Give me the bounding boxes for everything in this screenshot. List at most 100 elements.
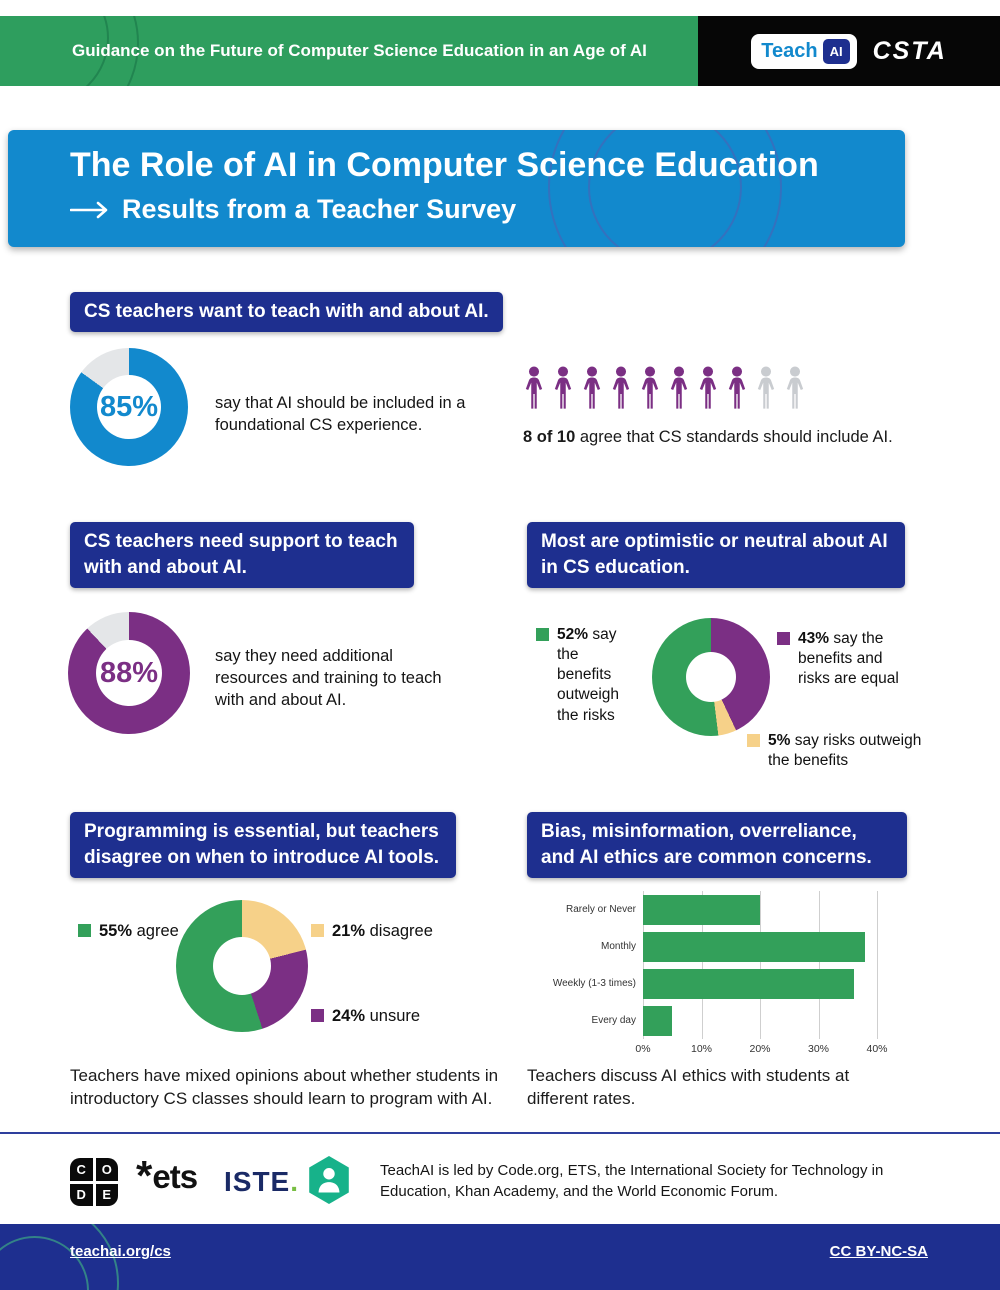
- legend-benefits-risks-equal: 43% say the benefits and risks are equal: [777, 629, 899, 689]
- concerns-caption: Teachers discuss AI ethics with students…: [527, 1066, 850, 1109]
- ets-logo-text: ets: [152, 1158, 198, 1195]
- bar-chart-ai-ethics: Rarely or Never Monthly Weekly (1-3 times)…: [527, 891, 888, 1055]
- iste-logo: ISTE.: [224, 1166, 299, 1198]
- axis-tick-label: 40%: [866, 1043, 888, 1055]
- code-org-logo-letter: C: [70, 1158, 93, 1181]
- donut-chart-88: 88%: [68, 612, 190, 734]
- people-pictogram-caption: 8 of 10 agree that CS standards should i…: [523, 428, 893, 447]
- bar-category-label: Every day: [591, 1015, 636, 1026]
- person-icon: [583, 366, 601, 409]
- page-title: The Role of AI in Computer Science Educa…: [70, 146, 819, 184]
- code-org-logo-letter: E: [95, 1183, 118, 1206]
- legend-text: 52% say the benefits outweigh the risks: [557, 626, 620, 724]
- legend-swatch-purple: [311, 1009, 324, 1022]
- legend-benefits-outweigh: 52% say the benefits outweigh the risks: [536, 625, 636, 726]
- legend-swatch-gold: [747, 734, 760, 747]
- gridline: [818, 891, 820, 1039]
- gridline: [760, 891, 761, 1039]
- axis-tick-label: 30%: [807, 1043, 830, 1055]
- bar-chart-bars: [643, 891, 877, 1039]
- ets-logo: * ets: [136, 1152, 198, 1199]
- bar: [643, 931, 866, 962]
- bar-category-label: Rarely or Never: [565, 904, 636, 915]
- bar-chart-category-labels: Rarely or Never Monthly Weekly (1-3 times)…: [527, 891, 643, 1039]
- bar-category-label: Weekly (1-3 times): [552, 978, 636, 989]
- axis-tick-label: 0%: [635, 1043, 651, 1055]
- page-subtitle: Results from a Teacher Survey: [70, 194, 516, 225]
- section-header-programming: Programming is essential, but teachers d…: [70, 812, 456, 879]
- person-icon: [786, 366, 804, 409]
- programming-caption: Teachers have mixed opinions about wheth…: [70, 1066, 499, 1109]
- donut-85-description: say that AI should be included in a foun…: [215, 394, 466, 434]
- csta-logo: CSTA: [872, 36, 947, 65]
- top-bar-logo-panel: Teach AI CSTA: [698, 16, 1000, 86]
- gridline: [701, 891, 703, 1039]
- legend-disagree: 21% disagree: [311, 921, 433, 942]
- ets-asterisk-icon: *: [136, 1152, 153, 1199]
- long-arrow-right-icon: [70, 201, 108, 218]
- footer-divider: [0, 1132, 1000, 1134]
- bar-category-label: Monthly: [600, 941, 636, 952]
- person-icon: [699, 366, 717, 409]
- bar: [643, 968, 854, 999]
- person-icon: [525, 366, 543, 409]
- teachai-url-link[interactable]: teachai.org/cs: [70, 1243, 171, 1260]
- iste-logo-text: ISTE: [224, 1166, 291, 1197]
- pie-chart-optimism: [652, 618, 770, 736]
- gridline: [643, 891, 644, 1039]
- legend-text: 5% say risks outweigh the benefits: [768, 732, 922, 770]
- legend-text: 24% unsure: [332, 1007, 421, 1025]
- section-header-concerns: Bias, misinformation, overreliance, and …: [527, 812, 907, 879]
- bar-chart-gridlines: [643, 891, 878, 1039]
- donut-85-value-label: 85%: [99, 390, 159, 423]
- legend-text: 21% disagree: [332, 922, 433, 940]
- top-bar-green-strip: Guidance on the Future of Computer Scien…: [0, 16, 698, 86]
- bottom-bar: teachai.org/cs CC BY-NC-SA: [0, 1224, 1000, 1290]
- code-org-logo-letter: O: [95, 1158, 118, 1181]
- section-header-optimism: Most are optimistic or neutral about AI …: [527, 522, 905, 589]
- page-subtitle-text: Results from a Teacher Survey: [122, 194, 517, 224]
- person-icon: [641, 366, 659, 409]
- legend-agree: 55% agree: [78, 921, 179, 942]
- code-org-logo-letter: D: [70, 1183, 93, 1206]
- legend-swatch-green: [536, 628, 549, 641]
- person-icon: [728, 366, 746, 409]
- bar: [643, 894, 760, 925]
- gridline: [877, 891, 878, 1039]
- people-caption-text: agree that CS standards should include A…: [575, 428, 893, 446]
- people-pictogram: [523, 366, 806, 411]
- person-icon: [670, 366, 688, 409]
- bar: [643, 1005, 673, 1036]
- legend-swatch-gold: [311, 924, 324, 937]
- khan-academy-logo: [309, 1156, 349, 1204]
- teachai-logo-teach: Teach: [761, 39, 818, 62]
- legend-text: 43% say the benefits and risks are equal: [798, 630, 899, 688]
- iste-logo-dot: .: [290, 1166, 300, 1197]
- teachai-logo-ai: AI: [822, 38, 850, 64]
- legend-unsure: 24% unsure: [311, 1006, 420, 1027]
- section-header-want: CS teachers want to teach with and about…: [70, 292, 503, 333]
- donut-88-description: say they need additional resources and t…: [215, 647, 442, 709]
- teachai-logo: Teach AI: [751, 33, 857, 69]
- legend-swatch-green: [78, 924, 91, 937]
- person-icon: [612, 366, 630, 409]
- person-icon: [757, 366, 775, 409]
- donut-88-value-label: 88%: [99, 656, 159, 689]
- section-header-support: CS teachers need support to teach with a…: [70, 522, 414, 589]
- people-caption-bold: 8 of 10: [523, 428, 576, 446]
- license-link[interactable]: CC BY-NC-SA: [829, 1243, 928, 1260]
- footer-attribution-text: TeachAI is led by Code.org, ETS, the Int…: [380, 1162, 884, 1201]
- legend-text: 55% agree: [99, 922, 179, 940]
- bar-chart-axis-ticks: 0% 10% 20% 30% 40%: [635, 1039, 887, 1057]
- top-bar: Guidance on the Future of Computer Scien…: [0, 16, 1000, 86]
- title-banner: The Role of AI in Computer Science Educa…: [8, 130, 905, 247]
- legend-risks-outweigh: 5% say risks outweigh the benefits: [747, 731, 925, 771]
- person-icon: [554, 366, 572, 409]
- donut-chart-85: 85%: [70, 348, 188, 466]
- code-org-logo: C O D E: [70, 1158, 118, 1206]
- top-bar-title: Guidance on the Future of Computer Scien…: [72, 41, 647, 60]
- axis-tick-label: 20%: [749, 1043, 771, 1055]
- axis-tick-label: 10%: [690, 1043, 713, 1055]
- pie-chart-programming: [176, 900, 308, 1032]
